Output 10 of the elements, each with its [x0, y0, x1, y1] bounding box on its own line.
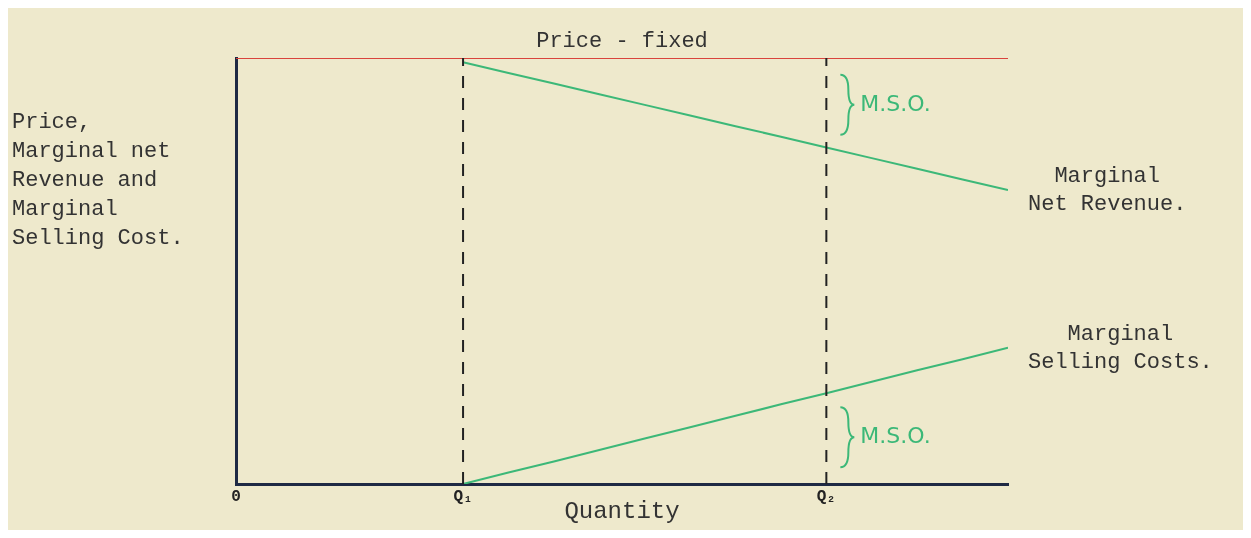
x-tick-label: 0	[231, 487, 241, 506]
series-label: Marginal Selling Costs.	[1027, 321, 1213, 375]
annotation: M.S.O.	[860, 422, 931, 448]
x-tick-label: Q₁	[453, 487, 473, 506]
y-axis-title: Price, Marginal net Revenue and Marginal Selling Cost.	[12, 109, 185, 253]
x-axis-title: Quantity	[564, 497, 680, 525]
x-tick-label: Q₂	[816, 487, 836, 506]
series-label: Marginal Net Revenue.	[1027, 163, 1187, 217]
series-label: Price - fixed	[536, 28, 708, 54]
annotation: M.S.O.	[860, 90, 931, 116]
